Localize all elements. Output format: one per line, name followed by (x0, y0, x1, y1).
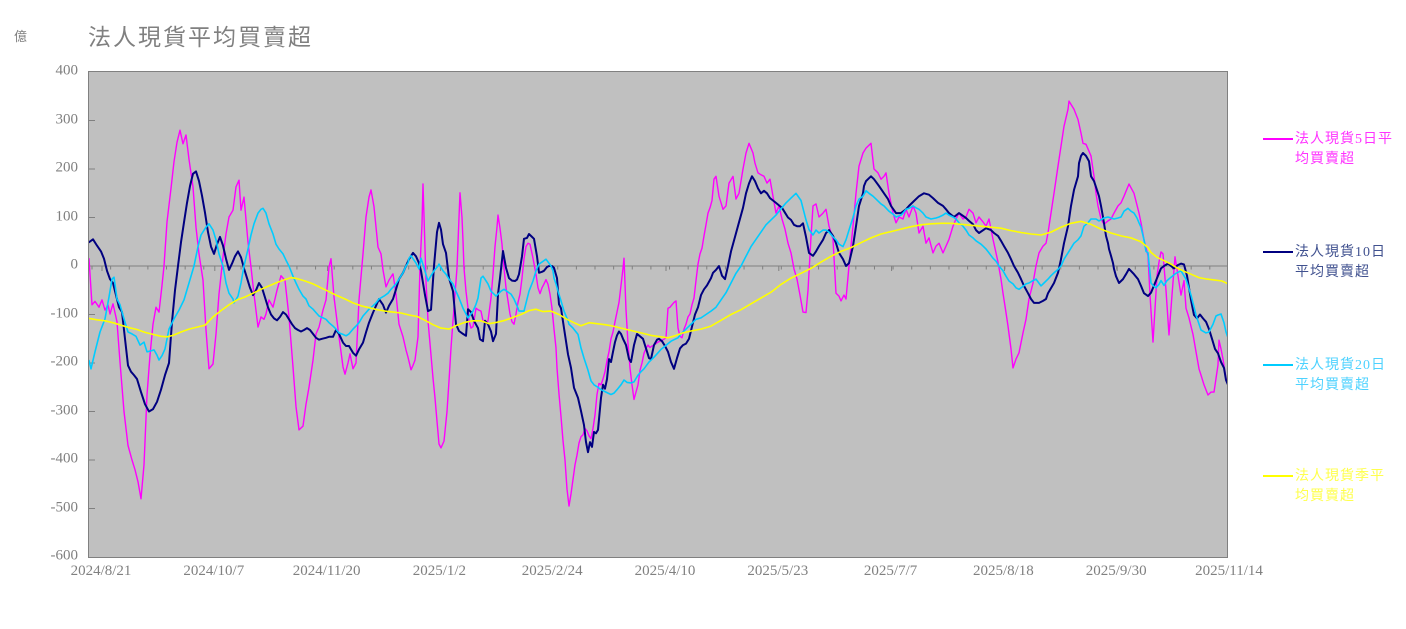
legend-line-swatch (1263, 475, 1293, 477)
y-tick-label: 0 (70, 256, 79, 273)
x-tick-label: 2025/1/2 (412, 563, 467, 579)
x-tick-label: 2024/8/21 (70, 563, 132, 579)
y-tick-label: 100 (55, 208, 79, 224)
y-tick-label: -600 (50, 547, 79, 564)
x-tick-label: 2025/4/10 (634, 563, 696, 579)
legend-label: 法人現貨季平均買賣超 (1295, 469, 1385, 504)
y-axis-unit-label: 億 (14, 29, 28, 44)
x-tick-label: 2025/8/18 (972, 563, 1034, 579)
chart-title: 法人現貨平均買賣超 (88, 25, 313, 50)
y-tick-label: -500 (50, 499, 79, 515)
chart-canvas (89, 100, 1227, 509)
series-line (89, 152, 1227, 454)
x-tick-label: 2025/5/23 (747, 563, 809, 579)
y-tick-label: -200 (50, 353, 79, 370)
x-tick-label: 2025/2/24 (521, 563, 583, 579)
y-tick-label: -300 (50, 402, 79, 418)
series-line (89, 190, 1227, 396)
x-tick-label: 2024/10/7 (183, 563, 245, 579)
x-tick-label: 2025/11/14 (1195, 563, 1263, 579)
x-tick-label: 2025/7/7 (863, 563, 918, 579)
series-line (89, 100, 1227, 507)
x-tick-label: 2025/9/30 (1085, 563, 1147, 579)
y-tick-label: 300 (55, 111, 79, 127)
y-tick-label: 200 (55, 159, 79, 176)
legend-line-swatch (1263, 364, 1293, 366)
series-line (89, 220, 1227, 339)
legend-line-swatch (1263, 138, 1293, 140)
plot-area (88, 71, 1228, 558)
y-tick-label: -100 (50, 305, 79, 321)
y-tick-label: -400 (50, 450, 79, 467)
y-tick-label: 400 (55, 62, 79, 79)
x-tick-label: 2024/11/20 (292, 563, 361, 579)
legend-label: 法人現貨5日平均買賣超 (1295, 132, 1393, 167)
legend-line-swatch (1263, 251, 1293, 253)
legend-label: 法人現貨20日平均買賣超 (1295, 358, 1386, 393)
legend-label: 法人現貨10日平均買賣超 (1295, 245, 1386, 280)
